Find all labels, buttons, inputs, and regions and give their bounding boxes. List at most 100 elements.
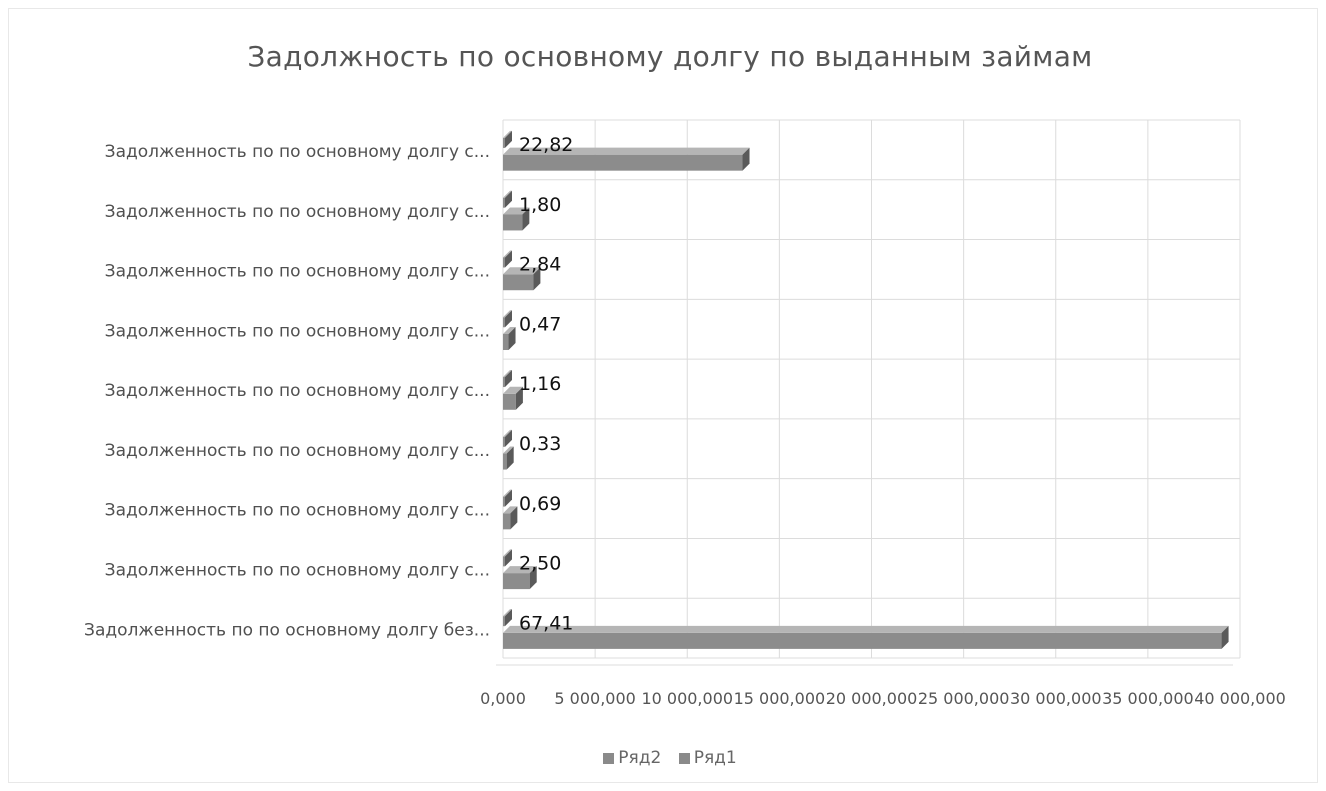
bar-series-2-side: [505, 190, 513, 208]
bar-series-2-side: [505, 549, 513, 567]
gridlines: [496, 119, 1241, 666]
bar-series-2-side: [505, 429, 512, 447]
data-label: 22,82: [519, 134, 573, 156]
legend-label-series-1: Ряд1: [693, 748, 737, 768]
x-tick-label: 30 000,000: [1010, 689, 1102, 708]
category-label: Задолженность по по основному долгу с...: [105, 561, 490, 581]
bar-series-2-top: [503, 489, 512, 497]
legend-swatch-series-2: [603, 752, 615, 764]
legend-swatch-series-1: [678, 752, 690, 764]
category-label: Задолженность по по основному долгу с...: [105, 501, 490, 521]
chart-frame: [8, 8, 1318, 783]
data-labels: 22,82 1,80 2,84 0,47 1,16 0,33 0,69 2,50 67,41: [519, 134, 573, 634]
data-label: 0,69: [519, 493, 561, 515]
bar-series-2: [503, 489, 512, 507]
bar-series-2: [503, 429, 512, 447]
bar-series-1-front: [503, 214, 523, 231]
bar-series-2: [503, 549, 513, 567]
bar-series-2-side: [505, 310, 512, 328]
x-tick-label: 10 000,000: [641, 689, 733, 708]
bar-series-1-top: [503, 566, 537, 574]
bar-series-1: [503, 327, 516, 351]
bar-series-1-top: [503, 327, 516, 335]
bar-series-1: [503, 147, 750, 171]
bar-series-1-side: [508, 327, 516, 351]
bar-series-2: [503, 609, 513, 627]
legend-item-series-1: Ряд1: [678, 748, 737, 768]
bar-series-2-front: [503, 317, 505, 328]
bar-series-1-top: [503, 147, 750, 155]
bar-series-1-front: [503, 334, 509, 351]
x-tick-label: 15 000,000: [734, 689, 826, 708]
bar-series-1-top: [503, 267, 541, 275]
bar-series-1: [503, 506, 518, 530]
bar-series-2-top: [503, 429, 512, 437]
bar-series-2-front: [503, 556, 506, 567]
category-label: Задолженность по по основному долгу с...: [105, 321, 490, 341]
bar-series-1-side: [742, 147, 750, 171]
bar-series-2-front: [503, 197, 506, 208]
bar-series-2-front: [503, 436, 505, 447]
bar-series-2-side: [505, 130, 513, 148]
x-tick-label: 25 000,000: [918, 689, 1010, 708]
category-label: Задолженность по по основному долгу с...: [105, 381, 490, 401]
x-tick-label: 40 000,000: [1194, 689, 1286, 708]
x-tick-labels: 0,000 5 000,000 10 000,000 15 000,000 20 000…: [480, 689, 1286, 708]
bar-series-1: [503, 625, 1229, 649]
bar-series-2-top: [503, 130, 513, 138]
bar-series-1-side: [533, 267, 541, 291]
bar-series-2: [503, 190, 513, 208]
bar-series-2-top: [503, 370, 512, 378]
bars: [503, 130, 1229, 649]
bar-series-1-front: [503, 632, 1222, 649]
bar-series-2-front: [503, 257, 506, 268]
bar-series-2-top: [503, 609, 513, 617]
bar-series-2-top: [503, 250, 513, 258]
bar-series-2: [503, 130, 513, 148]
data-label: 1,16: [519, 373, 561, 395]
bar-series-1-top: [503, 386, 523, 394]
bar-series-2-side: [505, 250, 513, 268]
bar-series-1-front: [503, 274, 534, 291]
bar-series-1-side: [1221, 625, 1229, 649]
bar-series-2-side: [505, 489, 512, 507]
x-tick-label: 35 000,000: [1102, 689, 1194, 708]
bar-series-2: [503, 370, 512, 388]
bar-series-1-front: [503, 154, 743, 171]
bar-series-1-side: [506, 446, 514, 470]
bar-series-2: [503, 310, 512, 328]
bar-series-1-side: [510, 506, 518, 530]
data-label: 67,41: [519, 612, 573, 634]
bar-series-1-top: [503, 506, 518, 514]
bar-series-2: [503, 250, 513, 268]
bar-series-1-front: [503, 513, 511, 530]
bar-series-1: [503, 566, 537, 590]
data-label: 0,47: [519, 313, 561, 335]
bar-series-2-front: [503, 496, 505, 507]
bar-series-1-top: [503, 625, 1229, 633]
bar-series-1-front: [503, 393, 516, 410]
legend-label-series-2: Ряд2: [618, 748, 662, 768]
category-label: Задолженность по по основному долгу без.…: [84, 620, 490, 640]
chart-legend: Ряд2 Ряд1: [0, 748, 1326, 768]
bar-series-1-top: [503, 446, 514, 454]
bar-series-1: [503, 267, 541, 291]
x-tick-label: 5 000,000: [554, 689, 635, 708]
bar-series-1: [503, 446, 514, 470]
category-label: Задолженность по по основному долгу с...: [105, 441, 490, 461]
legend-item-series-2: Ряд2: [603, 748, 661, 768]
x-tick-label: 0,000: [480, 689, 526, 708]
bar-series-2-side: [505, 370, 512, 388]
bar-series-1-side: [529, 566, 537, 590]
category-label: Задолженность по по основному долгу с...: [105, 202, 490, 222]
bar-series-2-side: [505, 609, 513, 627]
category-label: Задолженность по по основному долгу с...: [105, 142, 490, 162]
bar-series-1: [503, 386, 523, 410]
chart-title: Задолжность по основному долгу по выданн…: [247, 40, 1093, 73]
bar-series-1-side: [515, 386, 523, 410]
data-label: 1,80: [519, 194, 561, 216]
bar-series-1-side: [522, 207, 530, 231]
bar-series-2-top: [503, 310, 512, 318]
data-label: 2,50: [519, 553, 561, 575]
